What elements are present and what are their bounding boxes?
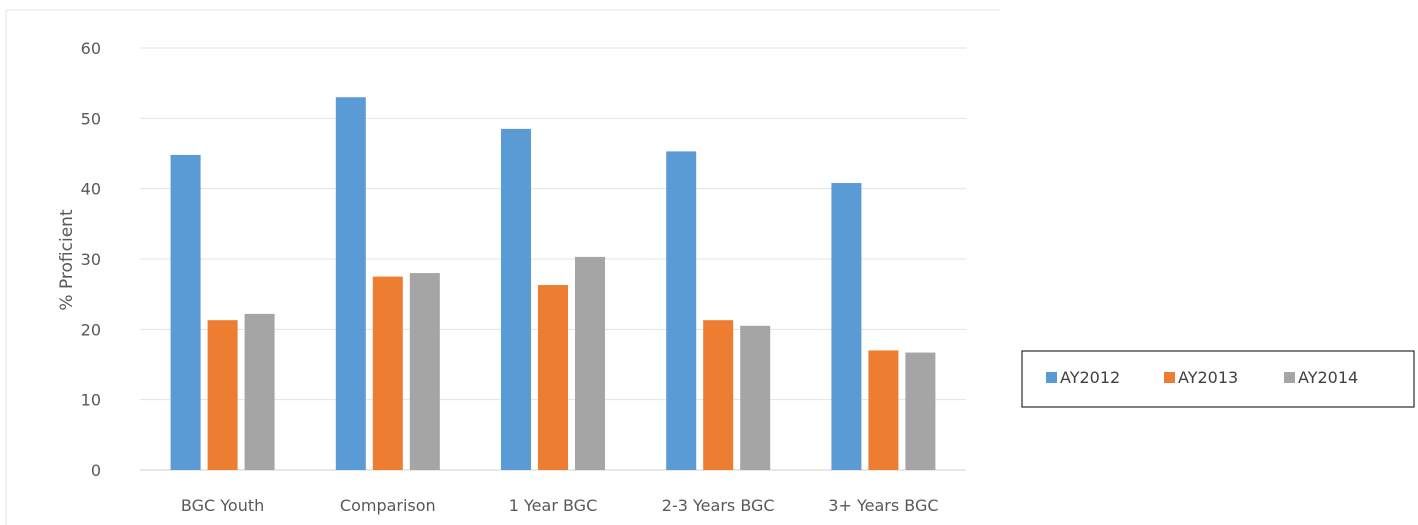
x-tick-label: 3+ Years BGC [828, 496, 938, 515]
y-tick-label: 10 [81, 391, 101, 410]
legend-label: AY2014 [1298, 368, 1358, 387]
x-tick-label: Comparison [340, 496, 436, 515]
y-tick-label: 0 [91, 461, 101, 480]
bar-ay2012-4 [831, 183, 862, 471]
bar-ay2014-2 [575, 256, 605, 470]
bar-ay2012-0 [170, 154, 201, 470]
legend-box [1021, 350, 1415, 408]
y-tick-label: 50 [81, 109, 101, 128]
y-tick-label: 30 [81, 250, 101, 269]
x-tick-label: 1 Year BGC [509, 496, 598, 515]
bar-ay2012-3 [666, 151, 697, 470]
legend-items: AY2012 AY2013 AY2014 [1046, 368, 1358, 387]
bar-ay2013-0 [207, 320, 238, 470]
y-axis-ticks: 0 10 20 30 40 50 60 [81, 39, 101, 480]
bar-ay2012-2 [501, 128, 531, 470]
legend-label: AY2012 [1060, 368, 1120, 387]
bars [170, 97, 936, 471]
bar-ay2013-4 [868, 350, 899, 470]
y-tick-label: 20 [81, 320, 101, 339]
bar-ay2012-1 [335, 97, 366, 470]
legend-swatch-ay2012 [1046, 372, 1057, 383]
bar-ay2013-2 [538, 285, 568, 470]
bar-ay2013-3 [703, 320, 734, 470]
bar-ay2014-4 [905, 352, 936, 470]
legend: AY2012 AY2013 AY2014 [1021, 350, 1415, 408]
legend-label: AY2013 [1178, 368, 1238, 387]
legend-swatch-ay2014 [1284, 372, 1295, 383]
bar-ay2013-1 [372, 276, 403, 470]
bar-ay2014-3 [740, 325, 771, 470]
bar-ay2014-0 [244, 313, 275, 470]
y-tick-label: 60 [81, 39, 101, 58]
y-axis-title: % Proficient [57, 209, 77, 311]
bar-ay2014-1 [409, 273, 440, 470]
x-axis-ticks: BGC Youth Comparison 1 Year BGC 2-3 Years B… [181, 496, 939, 515]
y-tick-label: 40 [81, 180, 101, 199]
x-tick-label: 2-3 Years BGC [662, 496, 775, 515]
legend-swatch-ay2013 [1164, 372, 1175, 383]
x-tick-label: BGC Youth [181, 496, 264, 515]
